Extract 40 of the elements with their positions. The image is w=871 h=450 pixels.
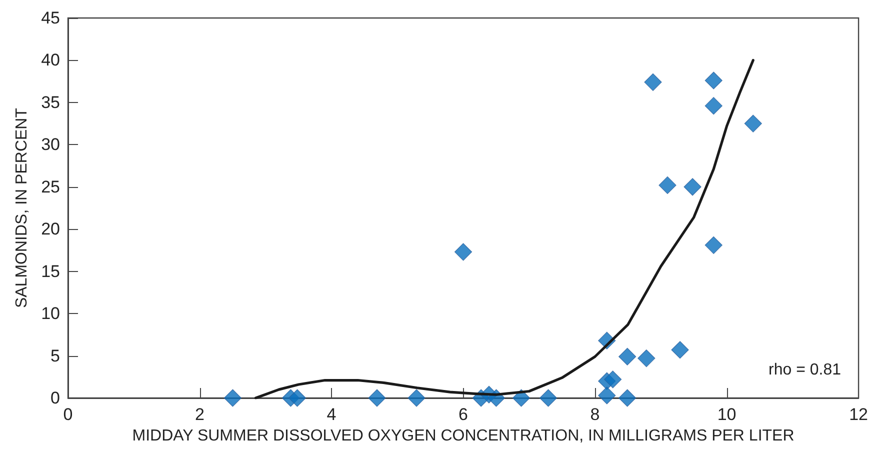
point — [744, 114, 762, 132]
x-tick-label: 6 — [458, 405, 468, 424]
point — [512, 389, 530, 407]
y-tick-label: 10 — [41, 304, 60, 324]
point — [539, 389, 558, 407]
point — [604, 370, 622, 388]
y-axis-title: SALMONIDS, IN PERCENT — [14, 108, 30, 308]
point — [638, 350, 656, 368]
point — [454, 243, 472, 261]
point — [408, 389, 426, 407]
point — [288, 389, 306, 407]
point — [224, 389, 242, 407]
point — [704, 72, 722, 90]
point — [704, 97, 722, 115]
x-tick-label: 12 — [849, 405, 868, 424]
x-tick-label: 2 — [195, 405, 204, 424]
point — [644, 73, 662, 91]
point — [618, 348, 636, 366]
x-tick-label: 10 — [717, 405, 736, 424]
y-tick-label: 5 — [50, 346, 60, 366]
point — [704, 236, 722, 254]
x-axis-title: MIDDAY SUMMER DISSOLVED OXYGEN CONCENTRATION, IN MILLIGRAMS PER LITER — [132, 428, 794, 444]
y-tick-label: 20 — [41, 220, 60, 239]
y-tick-label: 40 — [41, 50, 60, 70]
y-tick-label: 25 — [41, 177, 60, 196]
y-tick-label: 35 — [41, 92, 60, 112]
y-tick-label: 30 — [41, 135, 60, 154]
point — [598, 386, 616, 404]
point — [618, 389, 636, 407]
point — [671, 341, 689, 359]
x-tick-label: 0 — [63, 405, 73, 424]
point — [658, 176, 676, 194]
y-tick-label: 0 — [50, 388, 60, 408]
x-tick-label: 4 — [326, 405, 336, 424]
point — [684, 178, 702, 196]
y-tick-label: 45 — [41, 8, 60, 28]
annotation: rho = 0.81 — [768, 362, 842, 378]
x-tick-label: 8 — [590, 405, 600, 424]
y-tick-label: 15 — [41, 262, 60, 281]
point — [368, 389, 386, 407]
